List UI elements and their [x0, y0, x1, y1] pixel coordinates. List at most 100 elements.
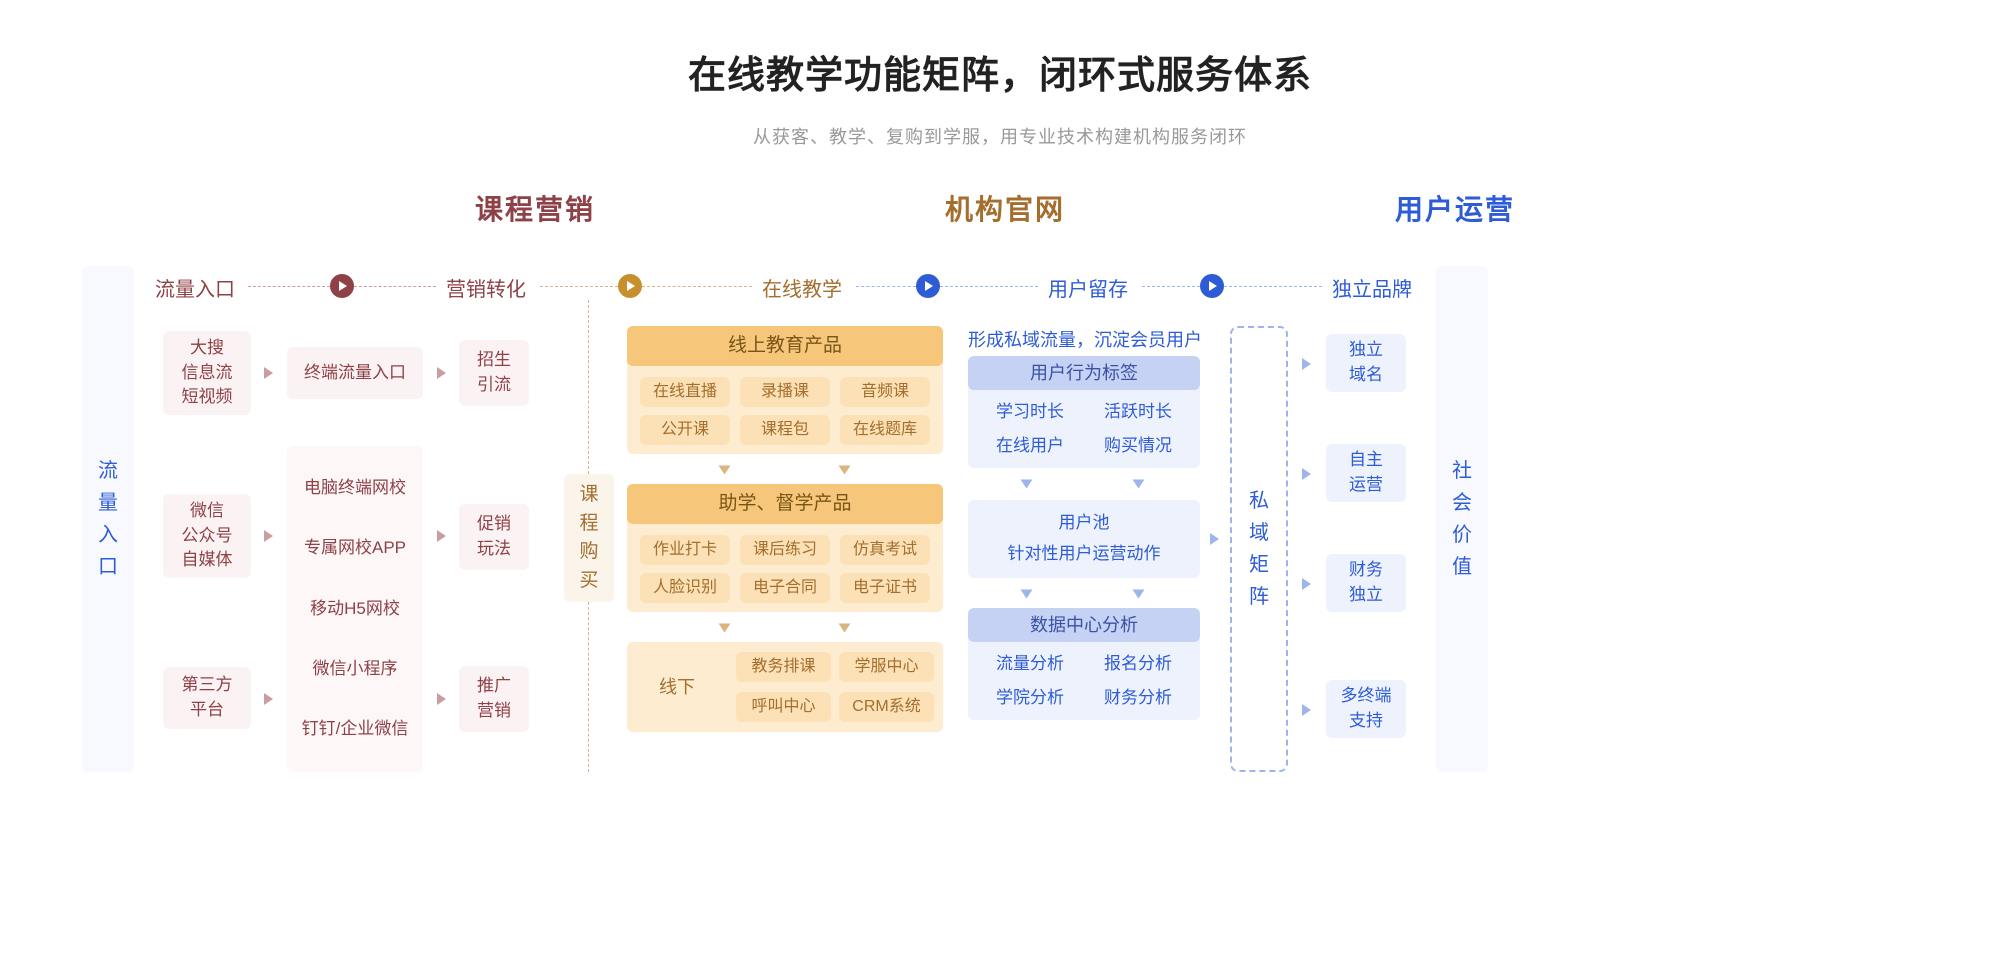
teach-chip: 录播课	[740, 377, 830, 407]
section-header-row: 课程营销 机构官网 用户运营	[0, 188, 2000, 228]
mk-src-2: 微信公众号自媒体	[163, 494, 251, 578]
ret-g3-hdr: 数据中心分析	[968, 608, 1200, 642]
retention-toptext: 形成私域流量，沉淀会员用户	[968, 326, 1202, 352]
chevron-down-icon	[719, 624, 731, 633]
chevron-right-icon	[264, 530, 273, 542]
dash-line	[1224, 286, 1322, 287]
teach-chip: 课程包	[740, 415, 830, 445]
page-title: 在线教学功能矩阵，闭环式服务体系	[0, 0, 2000, 99]
teach-chip: 电子证书	[840, 573, 930, 603]
mk-terminal-list: 电脑终端网校 专属网校APP 移动H5网校 微信小程序 钉钉/企业微信	[287, 446, 423, 772]
stage-row: 流量入口 营销转化 在线教学 用户留存 独立品牌	[80, 273, 1920, 313]
page-subtitle: 从获客、教学、复购到学服，用专业技术构建机构服务闭环	[0, 123, 2000, 149]
chevron-down-icon	[839, 466, 851, 475]
chevron-right-icon	[437, 367, 446, 379]
mk-terminal-entry: 终端流量入口	[287, 347, 423, 399]
ret-chip: 财务分析	[1088, 684, 1188, 712]
vline	[588, 602, 589, 772]
ret-chip: 学院分析	[980, 684, 1080, 712]
private-domain-box: 私域矩阵	[1230, 326, 1288, 772]
vline	[588, 300, 589, 474]
play-icon	[330, 274, 354, 298]
section-operations: 用户运营	[1255, 188, 1655, 228]
brand-item-3: 财务独立	[1326, 554, 1406, 612]
chevron-right-icon	[264, 367, 273, 379]
private-domain-label: 私域矩阵	[1249, 485, 1269, 613]
teach-chip: 仿真考试	[840, 535, 930, 565]
teach-chip: 公开课	[640, 415, 730, 445]
teach-chip: 电子合同	[740, 573, 830, 603]
chevron-down-icon	[1021, 590, 1033, 599]
ret-g2-l1: 用户池	[1059, 511, 1110, 536]
teach-chip: CRM系统	[839, 692, 934, 722]
stage-brand: 独立品牌	[1332, 273, 1412, 302]
sidebar-right-label: 社会价值	[1452, 455, 1472, 583]
stage-teach: 在线教学	[762, 273, 842, 302]
sidebar-right: 社会价值	[1436, 266, 1488, 772]
mid-label: 课程购买	[580, 481, 599, 595]
chevron-right-icon	[1302, 468, 1311, 480]
teach-chip: 音频课	[840, 377, 930, 407]
ret-chip: 在线用户	[980, 432, 1080, 460]
sidebar-left: 流量入口	[82, 266, 134, 772]
chevron-down-icon	[1021, 480, 1033, 489]
ret-chip: 流量分析	[980, 650, 1080, 678]
teach-chip: 在线直播	[640, 377, 730, 407]
dash-line	[354, 286, 436, 287]
dash-line	[248, 286, 330, 287]
stage-retention: 用户留存	[1048, 273, 1128, 302]
brand-item-2: 自主运营	[1326, 444, 1406, 502]
mk-terminal-item: 电脑终端网校	[304, 476, 406, 501]
section-website: 机构官网	[805, 188, 1205, 228]
play-icon	[1200, 274, 1224, 298]
chevron-right-icon	[437, 530, 446, 542]
mid-course-purchase: 课程购买	[564, 474, 614, 602]
teach-chip: 课后练习	[740, 535, 830, 565]
chevron-down-icon	[719, 466, 731, 475]
mk-conv-2: 促销玩法	[459, 504, 529, 570]
mk-conv-3: 推广营销	[459, 666, 529, 732]
dash-line	[1142, 286, 1200, 287]
teach-g3-side: 线下	[627, 642, 727, 732]
sidebar-left-label: 流量入口	[98, 455, 118, 583]
mk-terminal-item: 钉钉/企业微信	[302, 717, 409, 742]
chevron-right-icon	[1210, 533, 1219, 545]
brand-item-1: 独立域名	[1326, 334, 1406, 392]
play-icon	[916, 274, 940, 298]
brand-item-4: 多终端支持	[1326, 680, 1406, 738]
dash-line	[642, 286, 752, 287]
play-icon	[618, 274, 642, 298]
ret-g2-l2: 针对性用户运营动作	[1008, 542, 1161, 567]
chevron-right-icon	[437, 693, 446, 705]
ret-chip: 购买情况	[1088, 432, 1188, 460]
mk-conv-1: 招生引流	[459, 340, 529, 406]
ret-g2-wrap: 用户池 针对性用户运营动作	[968, 500, 1200, 578]
mk-terminal-item: 移动H5网校	[310, 597, 400, 622]
dash-line	[540, 286, 618, 287]
ret-g1-hdr: 用户行为标签	[968, 356, 1200, 390]
mk-terminal-item: 专属网校APP	[304, 536, 406, 561]
chevron-down-icon	[1133, 480, 1145, 489]
teach-chip: 在线题库	[840, 415, 930, 445]
ret-chip: 学习时长	[980, 398, 1080, 426]
teach-g2-hdr: 助学、督学产品	[627, 484, 943, 524]
teach-chip: 呼叫中心	[736, 692, 831, 722]
stage-conversion: 营销转化	[446, 273, 526, 302]
teach-chip: 人脸识别	[640, 573, 730, 603]
chevron-right-icon	[1302, 358, 1311, 370]
section-marketing: 课程营销	[335, 188, 735, 228]
chevron-down-icon	[839, 624, 851, 633]
teach-g1-hdr: 线上教育产品	[627, 326, 943, 366]
mk-src-3: 第三方平台	[163, 667, 251, 729]
chevron-right-icon	[1302, 578, 1311, 590]
ret-chip: 报名分析	[1088, 650, 1188, 678]
teach-chip: 教务排课	[736, 652, 831, 682]
chevron-right-icon	[1302, 704, 1311, 716]
mk-terminal-item: 微信小程序	[313, 657, 398, 682]
chevron-right-icon	[264, 693, 273, 705]
mk-src-1: 大搜信息流短视频	[163, 331, 251, 415]
dash-line	[856, 286, 916, 287]
ret-chip: 活跃时长	[1088, 398, 1188, 426]
teach-chip: 作业打卡	[640, 535, 730, 565]
chevron-down-icon	[1133, 590, 1145, 599]
